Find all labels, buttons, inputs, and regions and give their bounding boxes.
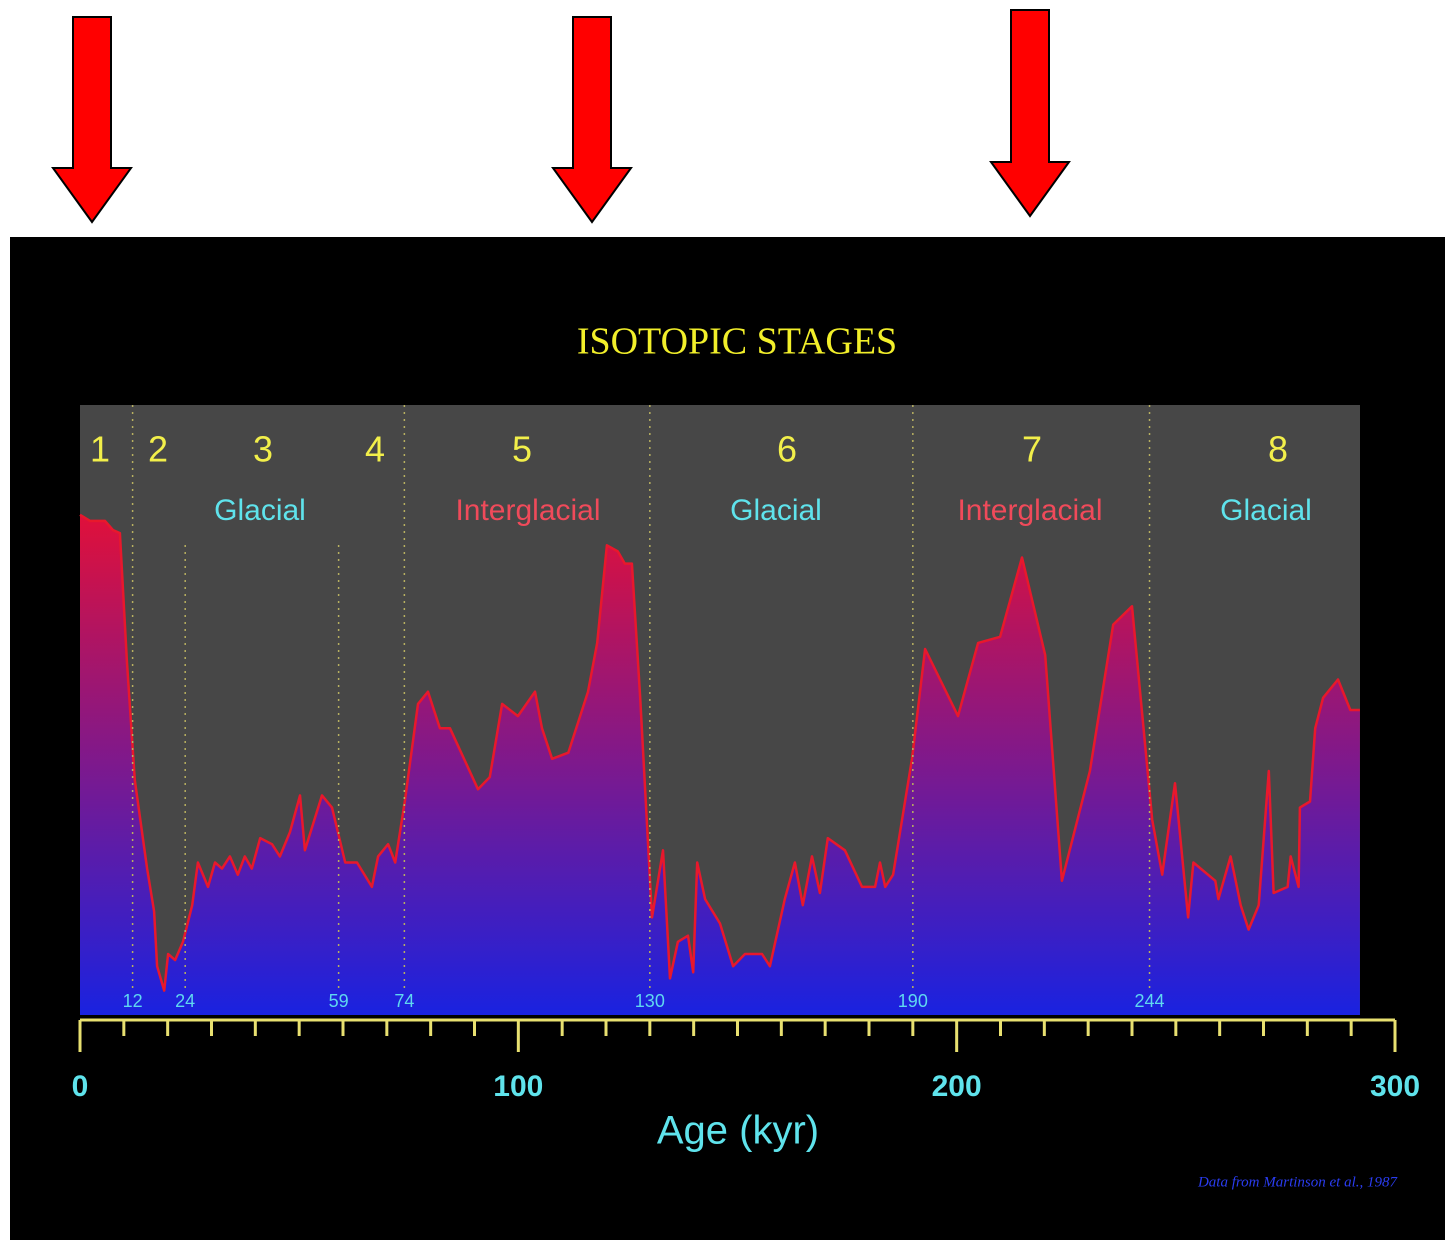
stage-number: 1 [90,429,110,470]
area [80,514,1360,1015]
boundary-label: 12 [123,991,143,1011]
arrow [989,9,1071,218]
period-label: Glacial [730,494,822,527]
stage-number: 8 [1268,429,1288,470]
x-tick-label: 300 [1370,1070,1420,1103]
period-label: Glacial [1220,494,1312,527]
boundary-label: 59 [329,991,349,1011]
x-tick-label: 0 [72,1070,89,1103]
credit: Data from Martinson et al., 1987 [1197,1174,1399,1190]
boundary-label: 24 [175,991,195,1011]
period-label: Glacial [214,494,306,527]
boundary-label: 244 [1135,991,1165,1011]
stage-number: 3 [253,429,273,470]
period-label: Interglacial [957,494,1102,527]
stage-number: 2 [148,429,168,470]
x-tick-label: 100 [493,1070,543,1103]
arrows [51,9,1071,224]
period-label: Interglacial [455,494,600,527]
x-tick-label: 200 [932,1070,982,1103]
stage-number: 6 [777,429,797,470]
stage-number: 4 [365,429,385,470]
chart-title: ISOTOPIC STAGES [577,321,897,363]
stage-number: 5 [512,429,532,470]
x-axis-label: Age (kyr) [657,1109,819,1153]
boundary-label: 130 [635,991,665,1011]
arrow [551,16,633,224]
line [79,513,1360,992]
boundary-label: 190 [898,991,928,1011]
stage-number: 7 [1022,429,1042,470]
arrow [51,16,133,224]
boundary-label: 74 [394,991,414,1011]
